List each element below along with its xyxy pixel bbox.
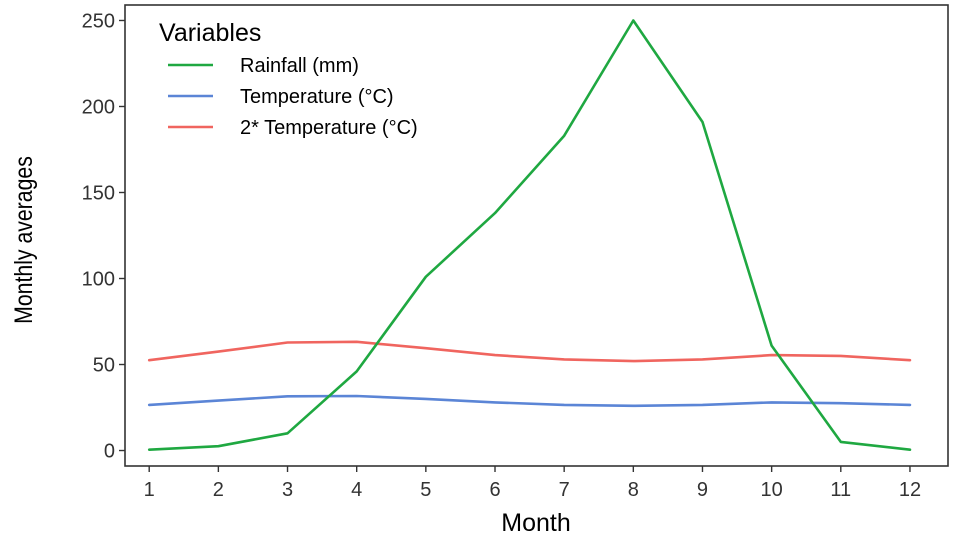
y-tick-label: 250 — [82, 10, 115, 32]
x-tick-label: 12 — [899, 479, 921, 501]
x-tick-label: 4 — [351, 479, 362, 501]
legend-label-rainfall-mm: Rainfall (mm) — [240, 55, 359, 77]
y-axis-title: Monthly averages — [9, 156, 37, 324]
y-tick-label: 150 — [82, 182, 115, 204]
x-tick-label: 9 — [697, 479, 708, 501]
series-line-rainfall-mm — [147, 19, 912, 452]
x-tick-label: 5 — [420, 479, 431, 501]
y-tick-label: 0 — [104, 441, 115, 463]
x-tick-label: 11 — [830, 479, 851, 501]
x-tick-label: 7 — [559, 479, 570, 501]
legend-title: Variables — [159, 19, 261, 47]
y-tick-label: 100 — [82, 269, 115, 291]
x-tick-label: 3 — [282, 479, 293, 501]
legend-label-temperature-c: Temperature (°C) — [240, 86, 394, 108]
x-tick-label: 6 — [489, 479, 500, 501]
series-lines — [147, 19, 912, 452]
x-tick-label: 8 — [628, 479, 639, 501]
series-line-2-temperature-c — [147, 340, 912, 363]
y-axis: 0 50 100 150 200 250 — [82, 10, 125, 463]
legend-label-2-temperature-c: 2* Temperature (°C) — [240, 117, 418, 139]
x-tick-label: 10 — [761, 479, 783, 501]
series-line-temperature-c — [147, 394, 912, 408]
y-tick-label: 200 — [82, 96, 115, 118]
x-axis-title: Month — [501, 509, 570, 536]
x-axis: 1 2 3 4 5 6 7 8 9 10 11 12 — [144, 466, 921, 501]
x-tick-label: 2 — [213, 479, 224, 501]
plot-panel-border — [124, 4, 949, 467]
x-tick-label: 1 — [144, 479, 155, 501]
y-tick-label: 50 — [93, 355, 115, 377]
legend: Variables Rainfall (mm) Temperature (°C) 2… — [159, 19, 418, 139]
